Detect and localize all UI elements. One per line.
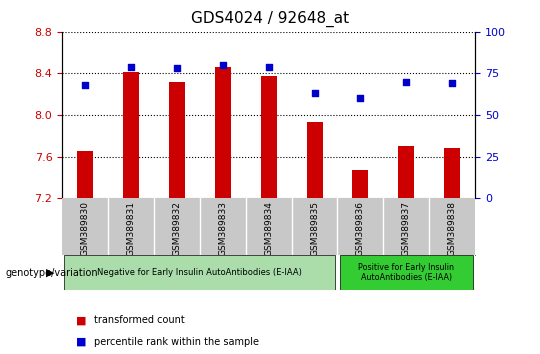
Text: GSM389831: GSM389831 bbox=[126, 201, 136, 256]
Text: GSM389838: GSM389838 bbox=[448, 201, 457, 256]
Text: ▶: ▶ bbox=[45, 268, 54, 278]
Bar bbox=[77, 152, 93, 198]
Point bbox=[81, 82, 90, 88]
Text: GSM389833: GSM389833 bbox=[218, 201, 227, 256]
Text: GSM389837: GSM389837 bbox=[402, 201, 411, 256]
Bar bbox=[169, 82, 185, 198]
Text: GSM389834: GSM389834 bbox=[264, 201, 273, 256]
Text: ■: ■ bbox=[76, 337, 86, 347]
Bar bbox=[399, 146, 414, 198]
Point bbox=[218, 62, 227, 68]
Bar bbox=[444, 148, 460, 198]
Text: percentile rank within the sample: percentile rank within the sample bbox=[94, 337, 260, 347]
Text: GSM389836: GSM389836 bbox=[356, 201, 365, 256]
Bar bbox=[307, 122, 322, 198]
Bar bbox=[123, 73, 139, 198]
Point bbox=[356, 96, 365, 101]
Text: GSM389830: GSM389830 bbox=[80, 201, 90, 256]
Text: ■: ■ bbox=[76, 315, 86, 325]
Bar bbox=[215, 67, 231, 198]
Text: transformed count: transformed count bbox=[94, 315, 185, 325]
Point bbox=[310, 91, 319, 96]
Text: GDS4024 / 92648_at: GDS4024 / 92648_at bbox=[191, 11, 349, 27]
Text: GSM389835: GSM389835 bbox=[310, 201, 319, 256]
Point bbox=[402, 79, 410, 85]
Bar bbox=[64, 255, 335, 290]
Bar bbox=[340, 255, 473, 290]
Bar bbox=[261, 75, 276, 198]
Text: genotype/variation: genotype/variation bbox=[5, 268, 98, 278]
Point bbox=[448, 81, 456, 86]
Point bbox=[126, 64, 135, 70]
Bar bbox=[353, 170, 368, 198]
Text: GSM389832: GSM389832 bbox=[172, 201, 181, 256]
Point bbox=[265, 64, 273, 70]
Text: Positive for Early Insulin
AutoAntibodies (E-IAA): Positive for Early Insulin AutoAntibodie… bbox=[359, 263, 454, 282]
Text: Negative for Early Insulin AutoAntibodies (E-IAA): Negative for Early Insulin AutoAntibodie… bbox=[97, 268, 302, 277]
Point bbox=[172, 65, 181, 71]
